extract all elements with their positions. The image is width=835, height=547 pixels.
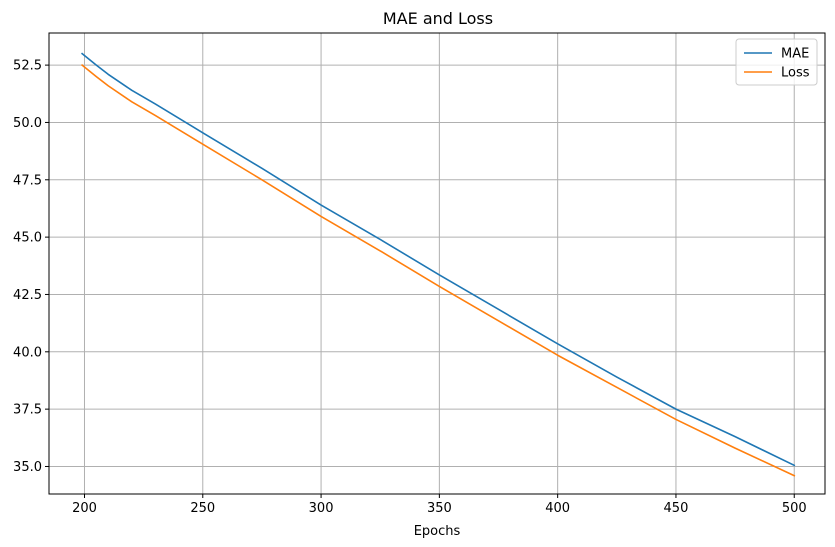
plot-frame: [48, 32, 826, 495]
x-tick-label: 400: [545, 501, 570, 516]
x-tick-label: 350: [427, 501, 452, 516]
x-tick-label: 500: [782, 501, 807, 516]
y-tick-label: 37.5: [13, 403, 42, 418]
axes-layer: 200 250 300 350 400 450 500 35.0 37.5 40.0 42.5 45.…: [13, 32, 826, 516]
y-tick-label: 40.0: [13, 345, 42, 360]
x-axis-label: Epochs: [414, 524, 461, 539]
x-tick-label: 300: [309, 501, 334, 516]
legend-label-loss: Loss: [781, 66, 810, 81]
y-tick-label: 52.5: [13, 59, 42, 74]
legend-label-mae: MAE: [781, 47, 809, 62]
grid-layer: [49, 33, 825, 494]
y-tick-label: 47.5: [13, 173, 42, 188]
x-tick-label: 200: [72, 501, 97, 516]
y-tick-label: 50.0: [13, 116, 42, 131]
chart-title: MAE and Loss: [383, 9, 493, 28]
x-tick-label: 450: [664, 501, 689, 516]
series-line-loss: [80, 63, 796, 477]
legend-box: [735, 38, 818, 86]
x-tick-label: 250: [190, 501, 215, 516]
y-tick-label: 45.0: [13, 231, 42, 246]
y-tick-label: 42.5: [13, 288, 42, 303]
legend: MAE Loss: [735, 38, 818, 86]
series-line-mae: [80, 52, 796, 467]
y-tick-label: 35.0: [13, 460, 42, 475]
series-layer: [80, 52, 796, 477]
